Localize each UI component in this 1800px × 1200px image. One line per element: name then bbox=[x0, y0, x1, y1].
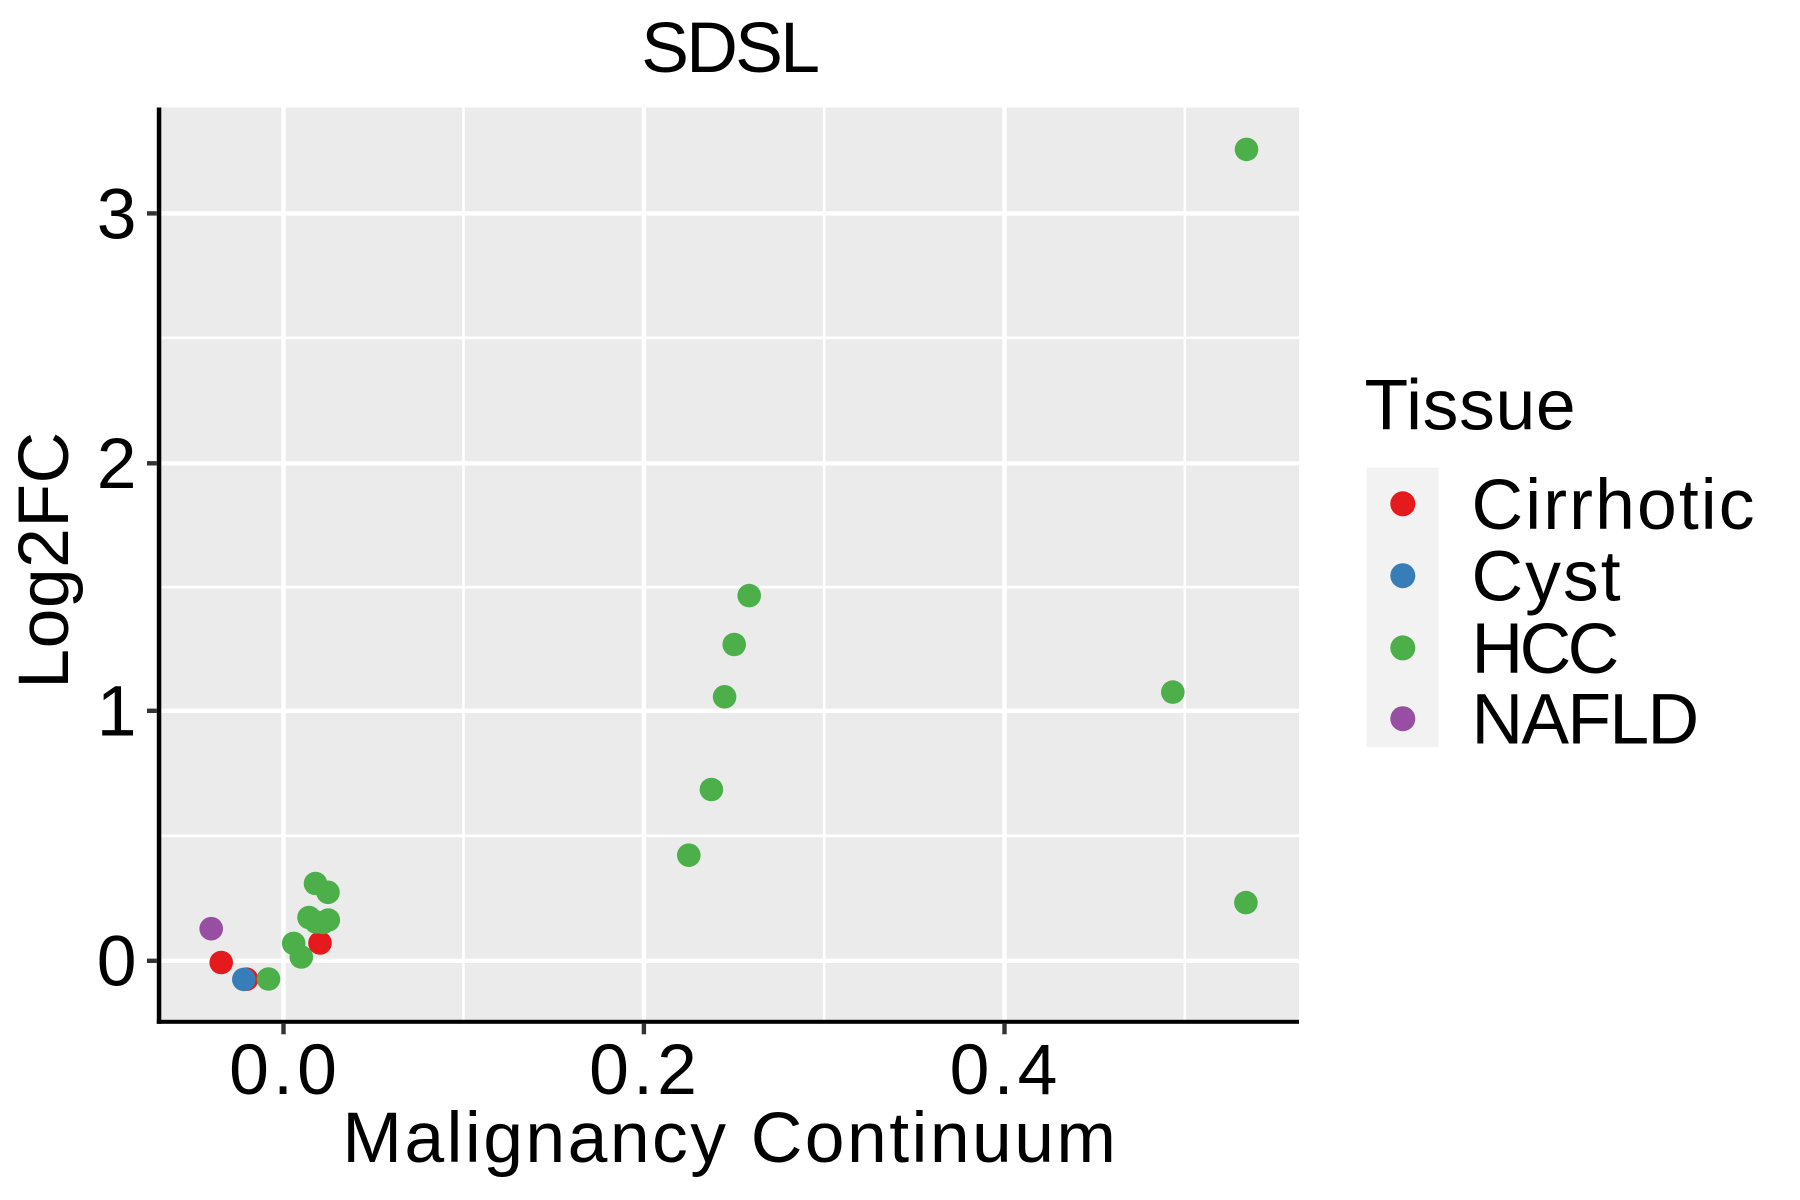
svg-text:0.2: 0.2 bbox=[589, 1030, 701, 1110]
svg-text:0: 0 bbox=[97, 922, 137, 1002]
svg-text:HCC: HCC bbox=[1472, 609, 1617, 689]
svg-text:SDSL: SDSL bbox=[641, 8, 818, 88]
svg-text:0.4: 0.4 bbox=[950, 1030, 1062, 1110]
svg-text:Log2FC: Log2FC bbox=[4, 431, 84, 688]
svg-text:3: 3 bbox=[97, 174, 137, 254]
svg-text:1: 1 bbox=[97, 672, 137, 752]
svg-text:Malignancy Continuum: Malignancy Continuum bbox=[342, 1098, 1118, 1178]
svg-text:Tissue: Tissue bbox=[1365, 365, 1577, 445]
svg-text:Cyst: Cyst bbox=[1472, 537, 1623, 617]
svg-text:0.0: 0.0 bbox=[229, 1030, 341, 1110]
svg-text:Cirrhotic: Cirrhotic bbox=[1472, 465, 1757, 545]
svg-text:NAFLD: NAFLD bbox=[1472, 680, 1698, 760]
svg-text:2: 2 bbox=[97, 424, 137, 504]
